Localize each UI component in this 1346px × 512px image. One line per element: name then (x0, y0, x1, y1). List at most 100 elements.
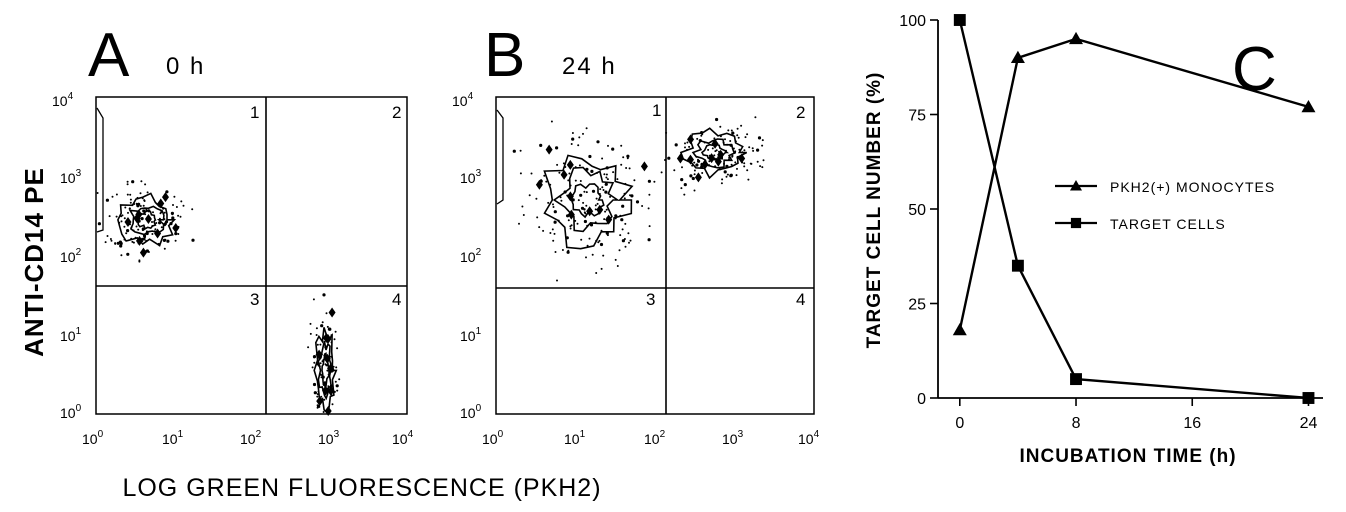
event-dot (620, 218, 624, 222)
event-dot (177, 214, 180, 217)
event-dot (545, 180, 548, 183)
panel-c-letter: C (1232, 35, 1277, 104)
event-dot (624, 222, 627, 225)
event-dot (111, 195, 114, 198)
data-point-square (1011, 259, 1024, 272)
event-dot (571, 132, 574, 134)
plot-b-events (512, 116, 765, 282)
event-dot (605, 173, 608, 176)
event-dot (689, 174, 693, 178)
legend-label: PKH2(+) MONOCYTES (1110, 179, 1275, 195)
event-dot (166, 239, 170, 243)
plot-a-quadrant-1: 1 (250, 103, 259, 122)
event-dot (731, 154, 734, 157)
event-dot (711, 147, 714, 150)
event-dot (660, 171, 663, 174)
event-dot (585, 256, 587, 259)
event-dot (713, 154, 716, 157)
density-marker (708, 153, 716, 164)
event-dot (309, 322, 312, 325)
event-dot (530, 172, 533, 175)
event-dot (120, 220, 123, 223)
y-tick-label: 25 (908, 297, 926, 314)
x-tick-label: 8 (1072, 415, 1081, 432)
event-dot (569, 227, 572, 230)
event-dot (313, 391, 317, 395)
svg-text:102: 102 (644, 429, 666, 447)
event-dot (583, 190, 586, 193)
event-dot (582, 201, 585, 204)
plot-b-y-tick-4: 104 (452, 91, 474, 109)
event-dot (635, 200, 640, 204)
event-dot (126, 229, 130, 233)
event-dot (585, 127, 588, 130)
event-dot (539, 143, 543, 147)
density-marker (139, 247, 147, 258)
event-dot (611, 147, 615, 151)
density-marker (124, 217, 132, 228)
event-dot (556, 163, 559, 166)
density-contour (679, 127, 748, 180)
event-dot (542, 229, 545, 232)
event-dot (567, 179, 570, 182)
plot-b-x-tick-3: 103 (722, 429, 744, 447)
event-dot (549, 232, 552, 234)
event-dot (701, 172, 704, 174)
event-dot (713, 137, 716, 140)
legend-label: TARGET CELLS (1110, 216, 1226, 232)
event-dot (746, 169, 749, 172)
event-dot (179, 215, 182, 218)
event-dot (626, 157, 629, 160)
plot-a-y-tick-3: 103 (60, 168, 82, 186)
event-dot (606, 178, 609, 181)
event-dot (708, 160, 711, 163)
event-dot (731, 131, 735, 135)
event-dot (714, 150, 717, 153)
event-dot (727, 129, 730, 132)
event-dot (614, 258, 617, 261)
event-dot (726, 173, 729, 176)
svg-text:100: 100 (460, 403, 482, 421)
event-dot (700, 134, 703, 137)
event-dot (151, 233, 154, 235)
chart-c-axes: 0 25 50 75 100 0 8 16 24 (899, 13, 1323, 432)
event-dot (173, 195, 176, 198)
event-dot (599, 188, 602, 191)
event-dot (754, 116, 757, 119)
event-dot (320, 374, 323, 376)
event-dot (761, 166, 764, 169)
event-dot (146, 191, 149, 194)
event-dot (338, 378, 341, 381)
event-dot (730, 129, 733, 132)
event-dot (623, 238, 626, 240)
event-dot (320, 324, 324, 328)
event-dot (552, 239, 555, 242)
event-dot (629, 239, 632, 242)
density-marker (596, 204, 604, 215)
event-dot (567, 249, 570, 252)
svg-text:102: 102 (240, 429, 262, 447)
event-dot (594, 204, 597, 207)
event-dot (155, 222, 158, 224)
event-dot (313, 361, 316, 364)
event-dot (335, 384, 339, 388)
event-dot (536, 216, 539, 219)
density-marker (566, 159, 574, 170)
event-dot (591, 189, 596, 193)
event-dot (321, 321, 324, 324)
event-dot (577, 144, 580, 147)
event-dot (578, 164, 581, 167)
density-marker (154, 228, 162, 239)
event-dot (596, 202, 599, 205)
event-dot (605, 176, 608, 179)
svg-text:100: 100 (82, 429, 104, 447)
density-marker (161, 192, 169, 203)
event-dot (109, 238, 112, 240)
event-dot (715, 117, 719, 122)
event-dot (595, 197, 598, 200)
event-dot (621, 204, 625, 208)
event-dot (751, 147, 754, 150)
series-line-triangle (958, 37, 1309, 331)
series-line-square (958, 19, 1309, 400)
density-marker (324, 406, 332, 417)
